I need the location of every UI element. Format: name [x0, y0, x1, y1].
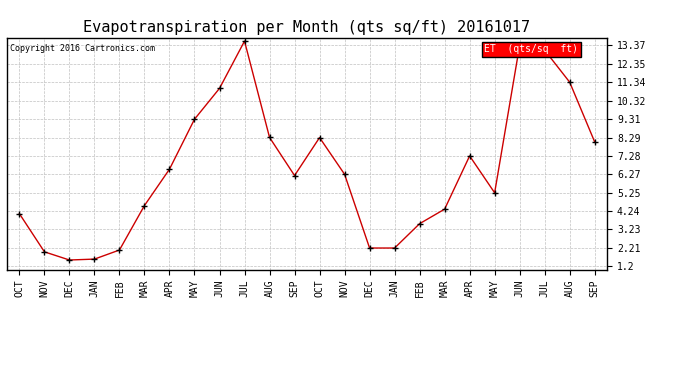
Text: Copyright 2016 Cartronics.com: Copyright 2016 Cartronics.com — [10, 45, 155, 54]
Text: ET  (qts/sq  ft): ET (qts/sq ft) — [484, 45, 578, 54]
Title: Evapotranspiration per Month (qts sq/ft) 20161017: Evapotranspiration per Month (qts sq/ft)… — [83, 20, 531, 35]
